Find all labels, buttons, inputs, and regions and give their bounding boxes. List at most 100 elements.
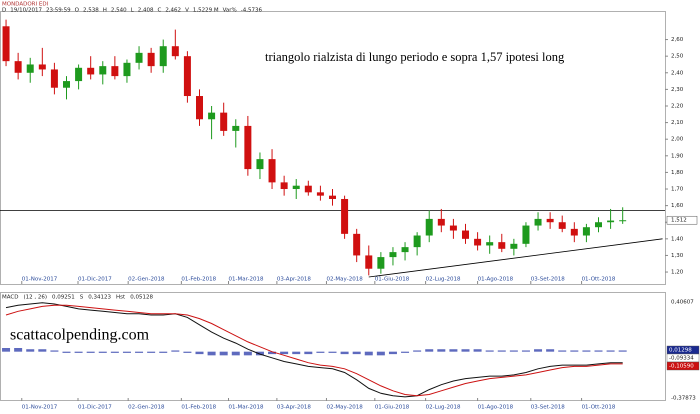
candle-body xyxy=(159,46,167,67)
price-pane xyxy=(0,11,666,285)
x-tick-label: 01-Dic-2017 xyxy=(78,405,112,411)
x-tick-label: 01-Giu-2018 xyxy=(375,405,410,411)
histogram-bar xyxy=(74,351,83,353)
info-item: 1,5229 M xyxy=(193,8,219,14)
info-item: H xyxy=(103,8,107,14)
histogram-bar xyxy=(570,350,579,352)
x-tick-label: 02-Lug-2018 xyxy=(426,405,461,411)
histogram-bar xyxy=(413,350,422,352)
candle-body xyxy=(353,233,361,256)
x-tick-label: 01-Dic-2017 xyxy=(78,277,112,283)
histogram-bar xyxy=(268,351,277,355)
y-tick-label: 1,80 xyxy=(671,170,684,176)
candle-body xyxy=(389,252,397,258)
x-tick-label: 01-Giu-2018 xyxy=(375,277,410,283)
histogram-bar xyxy=(437,349,446,352)
value-box-label: -0,10590 xyxy=(669,364,694,370)
candle-body xyxy=(607,220,615,223)
candle-body xyxy=(147,52,155,67)
histogram-bar xyxy=(618,350,627,352)
candle-body xyxy=(196,96,203,120)
y-tick-label: 2,60 xyxy=(671,37,684,43)
candle-body xyxy=(111,66,119,77)
x-tick-label: 01-Nov-2017 xyxy=(22,405,58,411)
histogram-bar xyxy=(376,351,385,356)
x-tick-label: 01-Ott-2018 xyxy=(582,405,616,411)
watermark: scattacolpending.com xyxy=(10,327,150,344)
info-item: 2,538 xyxy=(83,8,99,14)
histogram-bar xyxy=(98,351,107,353)
candle-body xyxy=(316,192,324,196)
y-tick-label: 1,60 xyxy=(671,203,684,209)
info-item: O xyxy=(75,8,80,14)
histogram-bar xyxy=(110,351,119,353)
histogram-bar xyxy=(159,351,168,353)
histogram-bar xyxy=(340,351,349,355)
candle-body xyxy=(38,64,46,70)
macd-line xyxy=(5,304,623,397)
x-tick-label: 03-Apr-2018 xyxy=(277,277,312,283)
candle-body xyxy=(280,182,288,190)
candle-body xyxy=(292,185,300,190)
candle-body xyxy=(220,112,228,131)
value-box-label: 0,01298 xyxy=(669,348,692,354)
info-item: 19/10/2017 xyxy=(10,8,42,14)
histogram-bar xyxy=(86,351,95,353)
info-item: 2,408 xyxy=(138,8,154,14)
last-price-label: 1,512 xyxy=(671,218,687,224)
histogram-bar xyxy=(304,351,313,355)
candle-body xyxy=(244,125,252,170)
candle-body xyxy=(377,257,385,269)
histogram-bar xyxy=(485,350,494,352)
x-tick-label: 03-Apr-2018 xyxy=(277,405,312,411)
histogram-bar xyxy=(255,351,264,356)
macd-pane xyxy=(0,292,666,401)
candle-body xyxy=(619,220,627,222)
info-item: 23:59:59 xyxy=(46,8,71,14)
candle-body xyxy=(498,242,506,249)
histogram-bar xyxy=(425,349,434,352)
candle-body xyxy=(558,222,566,229)
x-tick-label: 01-Feb-2018 xyxy=(181,277,216,283)
info-item: V xyxy=(185,8,189,14)
candle-body xyxy=(449,225,457,231)
histogram-bar xyxy=(401,351,410,353)
x-tick-label: 02-May-2018 xyxy=(326,405,363,411)
value-box-label: -0,09334 xyxy=(669,356,694,362)
histogram-bar xyxy=(14,348,23,352)
histogram-bar xyxy=(606,350,615,352)
candle-body xyxy=(123,62,131,77)
candle-body xyxy=(401,247,409,253)
candle-body xyxy=(474,238,482,246)
candle-body xyxy=(2,26,10,62)
histogram-bar xyxy=(449,349,458,352)
info-item: 0,34123 xyxy=(88,295,111,301)
x-tick-label: 01-Mar-2018 xyxy=(229,277,264,283)
histogram-bar xyxy=(328,351,337,353)
candle-body xyxy=(486,242,494,246)
candle-body xyxy=(329,195,336,199)
info-item: 2,462 xyxy=(165,8,181,14)
histogram-bar xyxy=(231,351,240,356)
info-item: 0,09251 xyxy=(52,295,75,301)
histogram-bar xyxy=(219,351,228,356)
y-tick-label: 1,20 xyxy=(671,270,684,276)
histogram-bar xyxy=(558,350,567,352)
histogram-bar xyxy=(195,351,204,355)
histogram-bar xyxy=(388,351,397,355)
histogram-bar xyxy=(582,350,591,352)
candle-body xyxy=(546,218,554,223)
histogram-bar xyxy=(2,348,11,352)
histogram-bar xyxy=(352,351,361,355)
candle-body xyxy=(256,159,264,170)
info-item: Hst xyxy=(116,295,126,301)
candle-body xyxy=(462,230,469,239)
histogram-bar xyxy=(594,350,603,352)
candle-body xyxy=(63,81,70,88)
y-tick-label: 2,10 xyxy=(671,120,684,126)
candle-body xyxy=(365,255,373,269)
y-tick-label: 1,40 xyxy=(671,236,684,242)
candle-body xyxy=(135,52,143,63)
info-item: C xyxy=(157,8,161,14)
histogram-bar xyxy=(497,350,506,352)
